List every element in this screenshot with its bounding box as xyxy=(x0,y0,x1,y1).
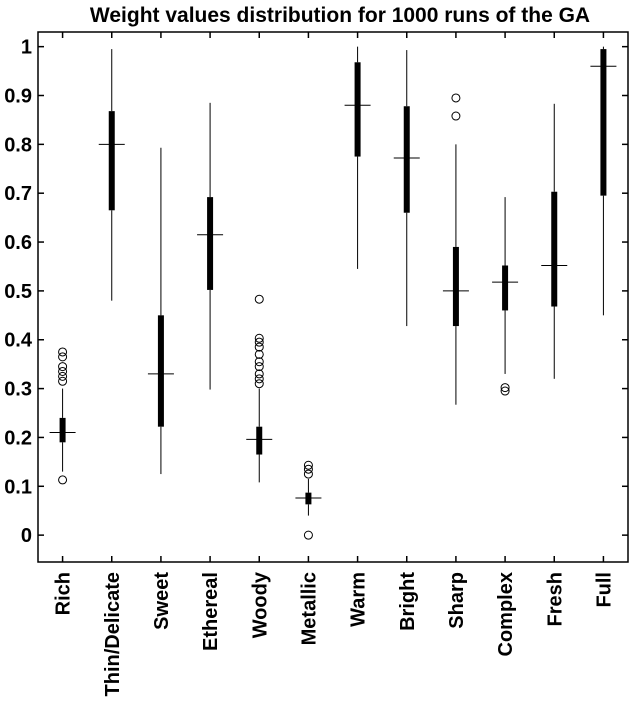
y-axis-ticks: 0 0.1 0.2 0.3 0.4 0.5 0.6 0.7 0.8 0.9 1 xyxy=(4,37,628,547)
outlier-point xyxy=(254,379,264,389)
outlier-point xyxy=(254,342,264,352)
y-tick-label: 0.1 xyxy=(4,476,32,498)
outlier-point xyxy=(58,376,68,386)
box-full xyxy=(590,46,617,316)
box-iqr xyxy=(157,315,164,427)
box-metallic xyxy=(295,460,322,540)
outlier-point xyxy=(58,475,68,485)
y-tick-label: 0.2 xyxy=(4,427,32,449)
box-iqr xyxy=(354,62,361,157)
chart-title: Weight values distribution for 1000 runs… xyxy=(90,4,590,27)
box-rich xyxy=(49,347,76,485)
outlier-point xyxy=(254,362,264,372)
box-iqr xyxy=(207,197,214,290)
box-thin-delicate xyxy=(98,49,125,301)
box-iqr xyxy=(551,191,558,307)
outlier-point xyxy=(451,93,461,103)
x-category-label: Ethereal xyxy=(200,572,222,651)
x-category-label: Woody xyxy=(249,571,271,638)
outlier-point xyxy=(58,371,68,381)
y-tick-label: 1 xyxy=(21,37,32,59)
box-sharp xyxy=(442,93,469,405)
outlier-point xyxy=(254,333,264,343)
y-tick-label: 0.3 xyxy=(4,379,32,401)
box-iqr xyxy=(108,111,115,211)
outlier-point xyxy=(58,362,68,372)
x-category-label: Thin/Delicate xyxy=(102,572,124,696)
outlier-point xyxy=(303,460,313,470)
box-fresh xyxy=(541,103,568,379)
y-tick-label: 0.8 xyxy=(4,134,32,156)
outlier-point xyxy=(58,347,68,357)
x-axis-labels: Rich Thin/Delicate Sweet Ethereal Woody Metal… xyxy=(53,32,615,696)
x-category-label: Full xyxy=(593,572,615,608)
box-ethereal xyxy=(197,102,224,390)
box-iqr xyxy=(600,49,607,196)
outlier-point xyxy=(254,369,264,379)
box-iqr xyxy=(59,417,66,443)
x-category-label: Rich xyxy=(53,572,75,615)
y-tick-label: 0.4 xyxy=(4,330,33,352)
y-tick-label: 0.5 xyxy=(4,281,32,303)
box-warm xyxy=(344,46,371,269)
outlier-point xyxy=(254,337,264,347)
outlier-point xyxy=(254,294,264,304)
box-bright xyxy=(393,50,420,327)
x-category-label: Bright xyxy=(397,572,419,631)
outlier-point xyxy=(58,366,68,376)
box-sweet xyxy=(147,147,174,475)
outlier-point xyxy=(303,530,313,540)
box-iqr xyxy=(452,246,459,327)
outlier-point xyxy=(303,469,313,479)
outlier-point xyxy=(500,386,510,396)
outlier-point xyxy=(254,357,264,367)
outlier-point xyxy=(254,374,264,384)
box-complex xyxy=(492,197,519,396)
x-category-label: Warm xyxy=(348,572,370,627)
box-iqr xyxy=(403,106,410,213)
outlier-point xyxy=(303,464,313,474)
outlier-point xyxy=(500,383,510,393)
x-category-label: Complex xyxy=(495,572,517,656)
outlier-point xyxy=(254,349,264,359)
y-tick-label: 0.7 xyxy=(4,183,32,205)
box-series xyxy=(49,46,617,540)
x-category-label: Fresh xyxy=(544,572,566,626)
box-woody xyxy=(246,294,273,483)
box-iqr xyxy=(256,426,263,455)
outlier-point xyxy=(451,111,461,121)
box-iqr xyxy=(502,265,509,311)
y-tick-label: 0 xyxy=(21,525,32,547)
y-tick-label: 0.9 xyxy=(4,86,32,108)
plot-frame xyxy=(37,31,629,563)
x-category-label: Sharp xyxy=(446,572,468,629)
x-category-label: Metallic xyxy=(298,572,320,645)
y-tick-label: 0.6 xyxy=(4,232,32,254)
outlier-point xyxy=(58,352,68,362)
x-category-label: Sweet xyxy=(151,572,173,630)
